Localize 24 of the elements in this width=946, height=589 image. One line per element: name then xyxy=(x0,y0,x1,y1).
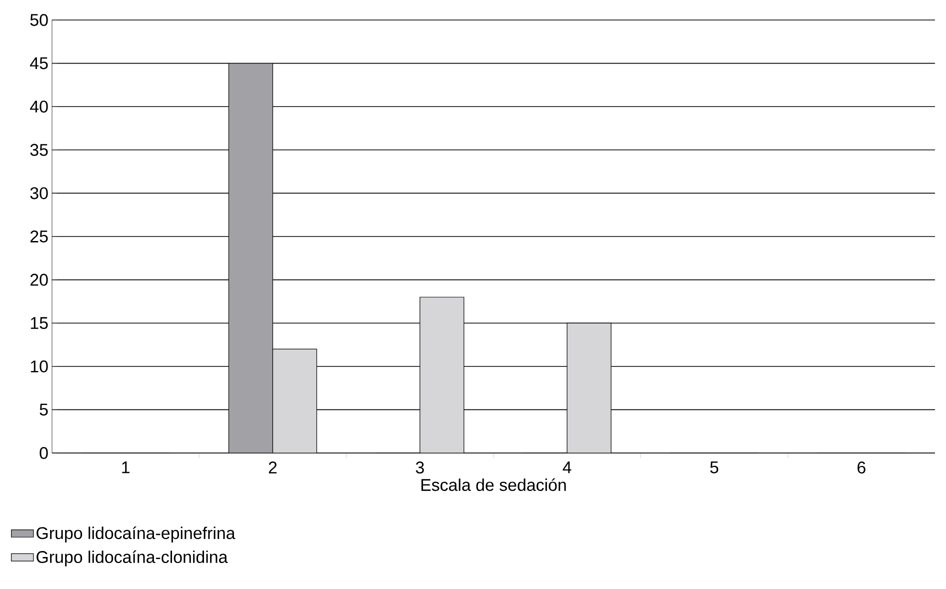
bar xyxy=(567,323,612,453)
x-tick-label: 1 xyxy=(122,462,130,474)
legend-label: Grupo lidocaína-epinefrina xyxy=(36,526,236,542)
y-tick-label: 5 xyxy=(40,404,48,416)
y-tick-label: 30 xyxy=(30,187,48,200)
x-tick-label: 3 xyxy=(416,462,424,474)
y-tick-label: 10 xyxy=(30,360,48,372)
x-tick-label: 5 xyxy=(710,462,718,474)
bar xyxy=(228,63,273,453)
bar xyxy=(272,349,317,453)
y-tick-label: 45 xyxy=(30,57,48,70)
x-tick-label: 2 xyxy=(268,462,277,474)
y-tick-label: 25 xyxy=(30,230,48,242)
y-tick-label: 40 xyxy=(30,100,48,113)
legend-label: Grupo lidocaína-clonidina xyxy=(36,550,228,566)
x-tick-label: 6 xyxy=(858,462,866,474)
x-tick-label: 4 xyxy=(562,462,572,474)
x-axis-title: Escala de sedación xyxy=(421,478,566,491)
y-tick-label: 35 xyxy=(30,144,48,156)
y-tick-label: 15 xyxy=(30,317,48,330)
y-tick-label: 50 xyxy=(30,14,48,26)
y-tick-label: 20 xyxy=(30,274,48,286)
y-tick-label: 0 xyxy=(40,447,48,459)
bar xyxy=(420,297,464,453)
